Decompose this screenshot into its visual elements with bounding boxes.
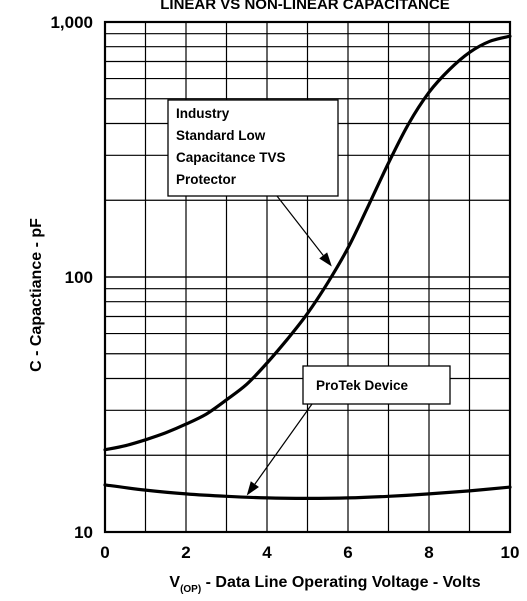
- x-axis-label-main: V: [169, 574, 180, 591]
- annotation-arrow-head: [319, 252, 332, 267]
- annotation-arrow-line: [254, 403, 313, 485]
- x-tick-label: 4: [262, 543, 272, 562]
- chart-title: LINEAR VS NON-LINEAR CAPACITANCE: [160, 0, 449, 13]
- annotation-industry-standard: Industry Standard Low Capacitance TVS Prote…: [167, 99, 339, 267]
- tick-labels: 0 2 4 6 8 10 10 100 1,000: [50, 13, 519, 562]
- y-axis-label: C - Capactiance - pF: [28, 218, 45, 372]
- annotation-arrow-line: [276, 195, 324, 256]
- y-tick-label: 100: [65, 268, 93, 287]
- annotation-box: [167, 99, 339, 197]
- annotation-text: Industry: [176, 106, 230, 121]
- x-axis-label-sub: (OP): [180, 584, 201, 595]
- y-tick-label: 10: [74, 523, 93, 542]
- grid: [104, 21, 511, 533]
- x-tick-label: 10: [501, 543, 520, 562]
- series-line-protek-device: [103, 483, 512, 500]
- annotation-text: ProTek Device: [316, 378, 409, 393]
- curves: [103, 34, 512, 500]
- x-axis-label: V(OP) - Data Line Operating Voltage - Vo…: [169, 574, 480, 595]
- annotations: Industry Standard Low Capacitance TVS Prote…: [167, 99, 451, 496]
- annotation-text: Standard Low: [176, 128, 266, 143]
- annotation-arrow-head: [246, 481, 259, 496]
- x-tick-label: 0: [100, 543, 109, 562]
- annotation-protek-device: ProTek Device: [246, 365, 451, 496]
- annotation-box: [302, 365, 451, 405]
- y-tick-label: 1,000: [50, 13, 93, 32]
- series-line-industry-standard: [103, 34, 512, 452]
- x-axis-label-rest: - Data Line Operating Voltage - Volts: [201, 574, 481, 591]
- annotation-text: Protector: [176, 172, 237, 187]
- x-tick-label: 8: [424, 543, 433, 562]
- x-tick-label: 6: [343, 543, 352, 562]
- annotation-text: Capacitance TVS: [176, 150, 286, 165]
- plot-frame: [103, 20, 512, 534]
- x-tick-label: 2: [181, 543, 190, 562]
